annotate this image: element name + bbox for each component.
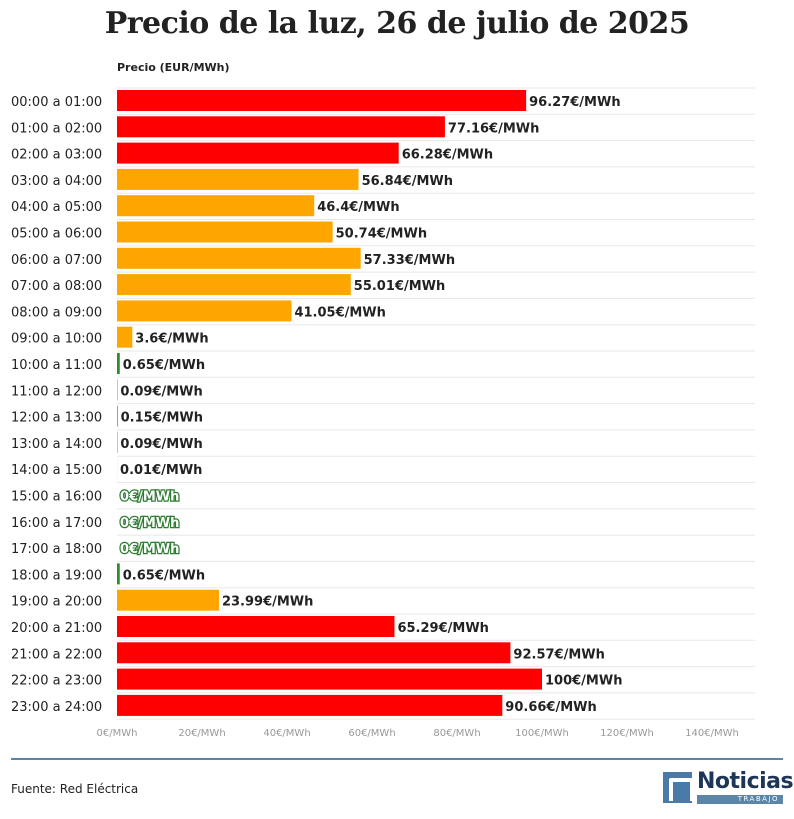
- value-label: 0.65€/MWh: [123, 568, 205, 583]
- x-tick-label: 120€/MWh: [600, 728, 654, 739]
- axis-title: Precio (EUR/MWh): [117, 61, 230, 74]
- category-label: 14:00 a 15:00: [11, 463, 102, 478]
- category-label: 02:00 a 03:00: [11, 148, 102, 163]
- value-label: 0.15€/MWh: [121, 411, 203, 426]
- bar: [117, 694, 503, 716]
- category-label: 15:00 a 16:00: [11, 490, 102, 505]
- bar: [117, 90, 527, 111]
- x-tick-label: 140€/MWh: [685, 728, 739, 739]
- footer-divider: [11, 758, 783, 760]
- bar: [117, 563, 120, 585]
- x-tick-label: 0€/MWh: [97, 728, 138, 739]
- value-label: 0€/MWh: [120, 516, 179, 531]
- bar: [117, 326, 133, 348]
- bar: [117, 168, 359, 190]
- value-label: 0.09€/MWh: [120, 384, 202, 399]
- value-label: 57.33€/MWh: [364, 253, 455, 268]
- logo-word: Noticias: [697, 769, 794, 794]
- value-label: 90.66€/MWh: [505, 700, 596, 715]
- category-label: 22:00 a 23:00: [11, 674, 102, 689]
- value-label: 0.65€/MWh: [123, 358, 205, 373]
- bar: [117, 616, 395, 637]
- category-label: 19:00 a 20:00: [11, 595, 102, 610]
- bar: [117, 274, 351, 296]
- x-tick-label: 80€/MWh: [433, 728, 480, 739]
- value-label: 0.09€/MWh: [120, 437, 202, 452]
- value-label: 66.28€/MWh: [402, 148, 493, 163]
- bar: [117, 642, 511, 664]
- noticias-trabajo-logo: Noticias TRABAJO: [663, 769, 794, 805]
- value-label: 23.99€/MWh: [222, 595, 313, 610]
- value-label: 100€/MWh: [545, 674, 622, 689]
- category-label: 20:00 a 21:00: [11, 621, 102, 636]
- category-label: 18:00 a 19:00: [11, 568, 102, 583]
- gridlines: [117, 87, 755, 720]
- category-label: 10:00 a 11:00: [11, 358, 102, 373]
- category-label: 06:00 a 07:00: [11, 253, 102, 268]
- category-label: 03:00 a 04:00: [11, 174, 102, 189]
- value-label: 50.74€/MWh: [336, 227, 427, 242]
- value-label: 3.6€/MWh: [135, 332, 208, 347]
- category-label: 04:00 a 05:00: [11, 200, 102, 215]
- bar: [117, 405, 118, 427]
- value-label: 65.29€/MWh: [397, 621, 488, 636]
- bar-chart: 0€/MWh 20€/MWh 40€/MWh 60€/MWh 80€/MWh 100€/M…: [11, 87, 755, 739]
- logo-subtext: TRABAJO: [697, 795, 783, 804]
- bar: [117, 589, 219, 611]
- category-label: 13:00 a 14:00: [11, 437, 102, 452]
- category-label: 11:00 a 12:00: [11, 384, 102, 399]
- source-note: Fuente: Red Eléctrica: [11, 782, 139, 796]
- category-label: 21:00 a 22:00: [11, 647, 102, 662]
- value-label: 0€/MWh: [120, 542, 179, 557]
- value-label: 41.05€/MWh: [294, 305, 385, 320]
- category-label: 23:00 a 24:00: [11, 700, 102, 715]
- bar: [117, 300, 292, 322]
- bar: [117, 247, 361, 269]
- category-label: 17:00 a 18:00: [11, 542, 102, 557]
- bar: [117, 353, 120, 374]
- bars: [117, 90, 542, 716]
- value-label: 56.84€/MWh: [362, 174, 453, 189]
- category-label: 00:00 a 01:00: [11, 95, 102, 110]
- logo-mark-icon: [663, 772, 694, 803]
- chart-title: Precio de la luz, 26 de julio de 2025: [104, 6, 690, 41]
- value-label: 77.16€/MWh: [448, 121, 539, 136]
- category-label: 01:00 a 02:00: [11, 121, 102, 136]
- category-label: 08:00 a 09:00: [11, 305, 102, 320]
- bar: [117, 668, 542, 690]
- value-label: 55.01€/MWh: [354, 279, 445, 294]
- labels: 0€/MWh 20€/MWh 40€/MWh 60€/MWh 80€/MWh 100€/M…: [11, 95, 739, 739]
- value-label: 96.27€/MWh: [529, 95, 620, 110]
- category-label: 05:00 a 06:00: [11, 227, 102, 242]
- bar: [117, 195, 315, 217]
- x-tick-label: 20€/MWh: [178, 728, 225, 739]
- value-label: 46.4€/MWh: [317, 200, 399, 215]
- bar: [117, 221, 333, 243]
- x-tick-label: 60€/MWh: [348, 728, 395, 739]
- x-tick-label: 40€/MWh: [263, 728, 310, 739]
- bar: [117, 142, 399, 164]
- x-tick-label: 100€/MWh: [515, 728, 569, 739]
- category-label: 16:00 a 17:00: [11, 516, 102, 531]
- category-label: 07:00 a 08:00: [11, 279, 102, 294]
- value-label: 92.57€/MWh: [513, 647, 604, 662]
- category-label: 12:00 a 13:00: [11, 411, 102, 426]
- value-label: 0€/MWh: [120, 490, 179, 505]
- category-label: 09:00 a 10:00: [11, 332, 102, 347]
- value-label: 0.01€/MWh: [120, 463, 202, 478]
- bar: [117, 116, 445, 138]
